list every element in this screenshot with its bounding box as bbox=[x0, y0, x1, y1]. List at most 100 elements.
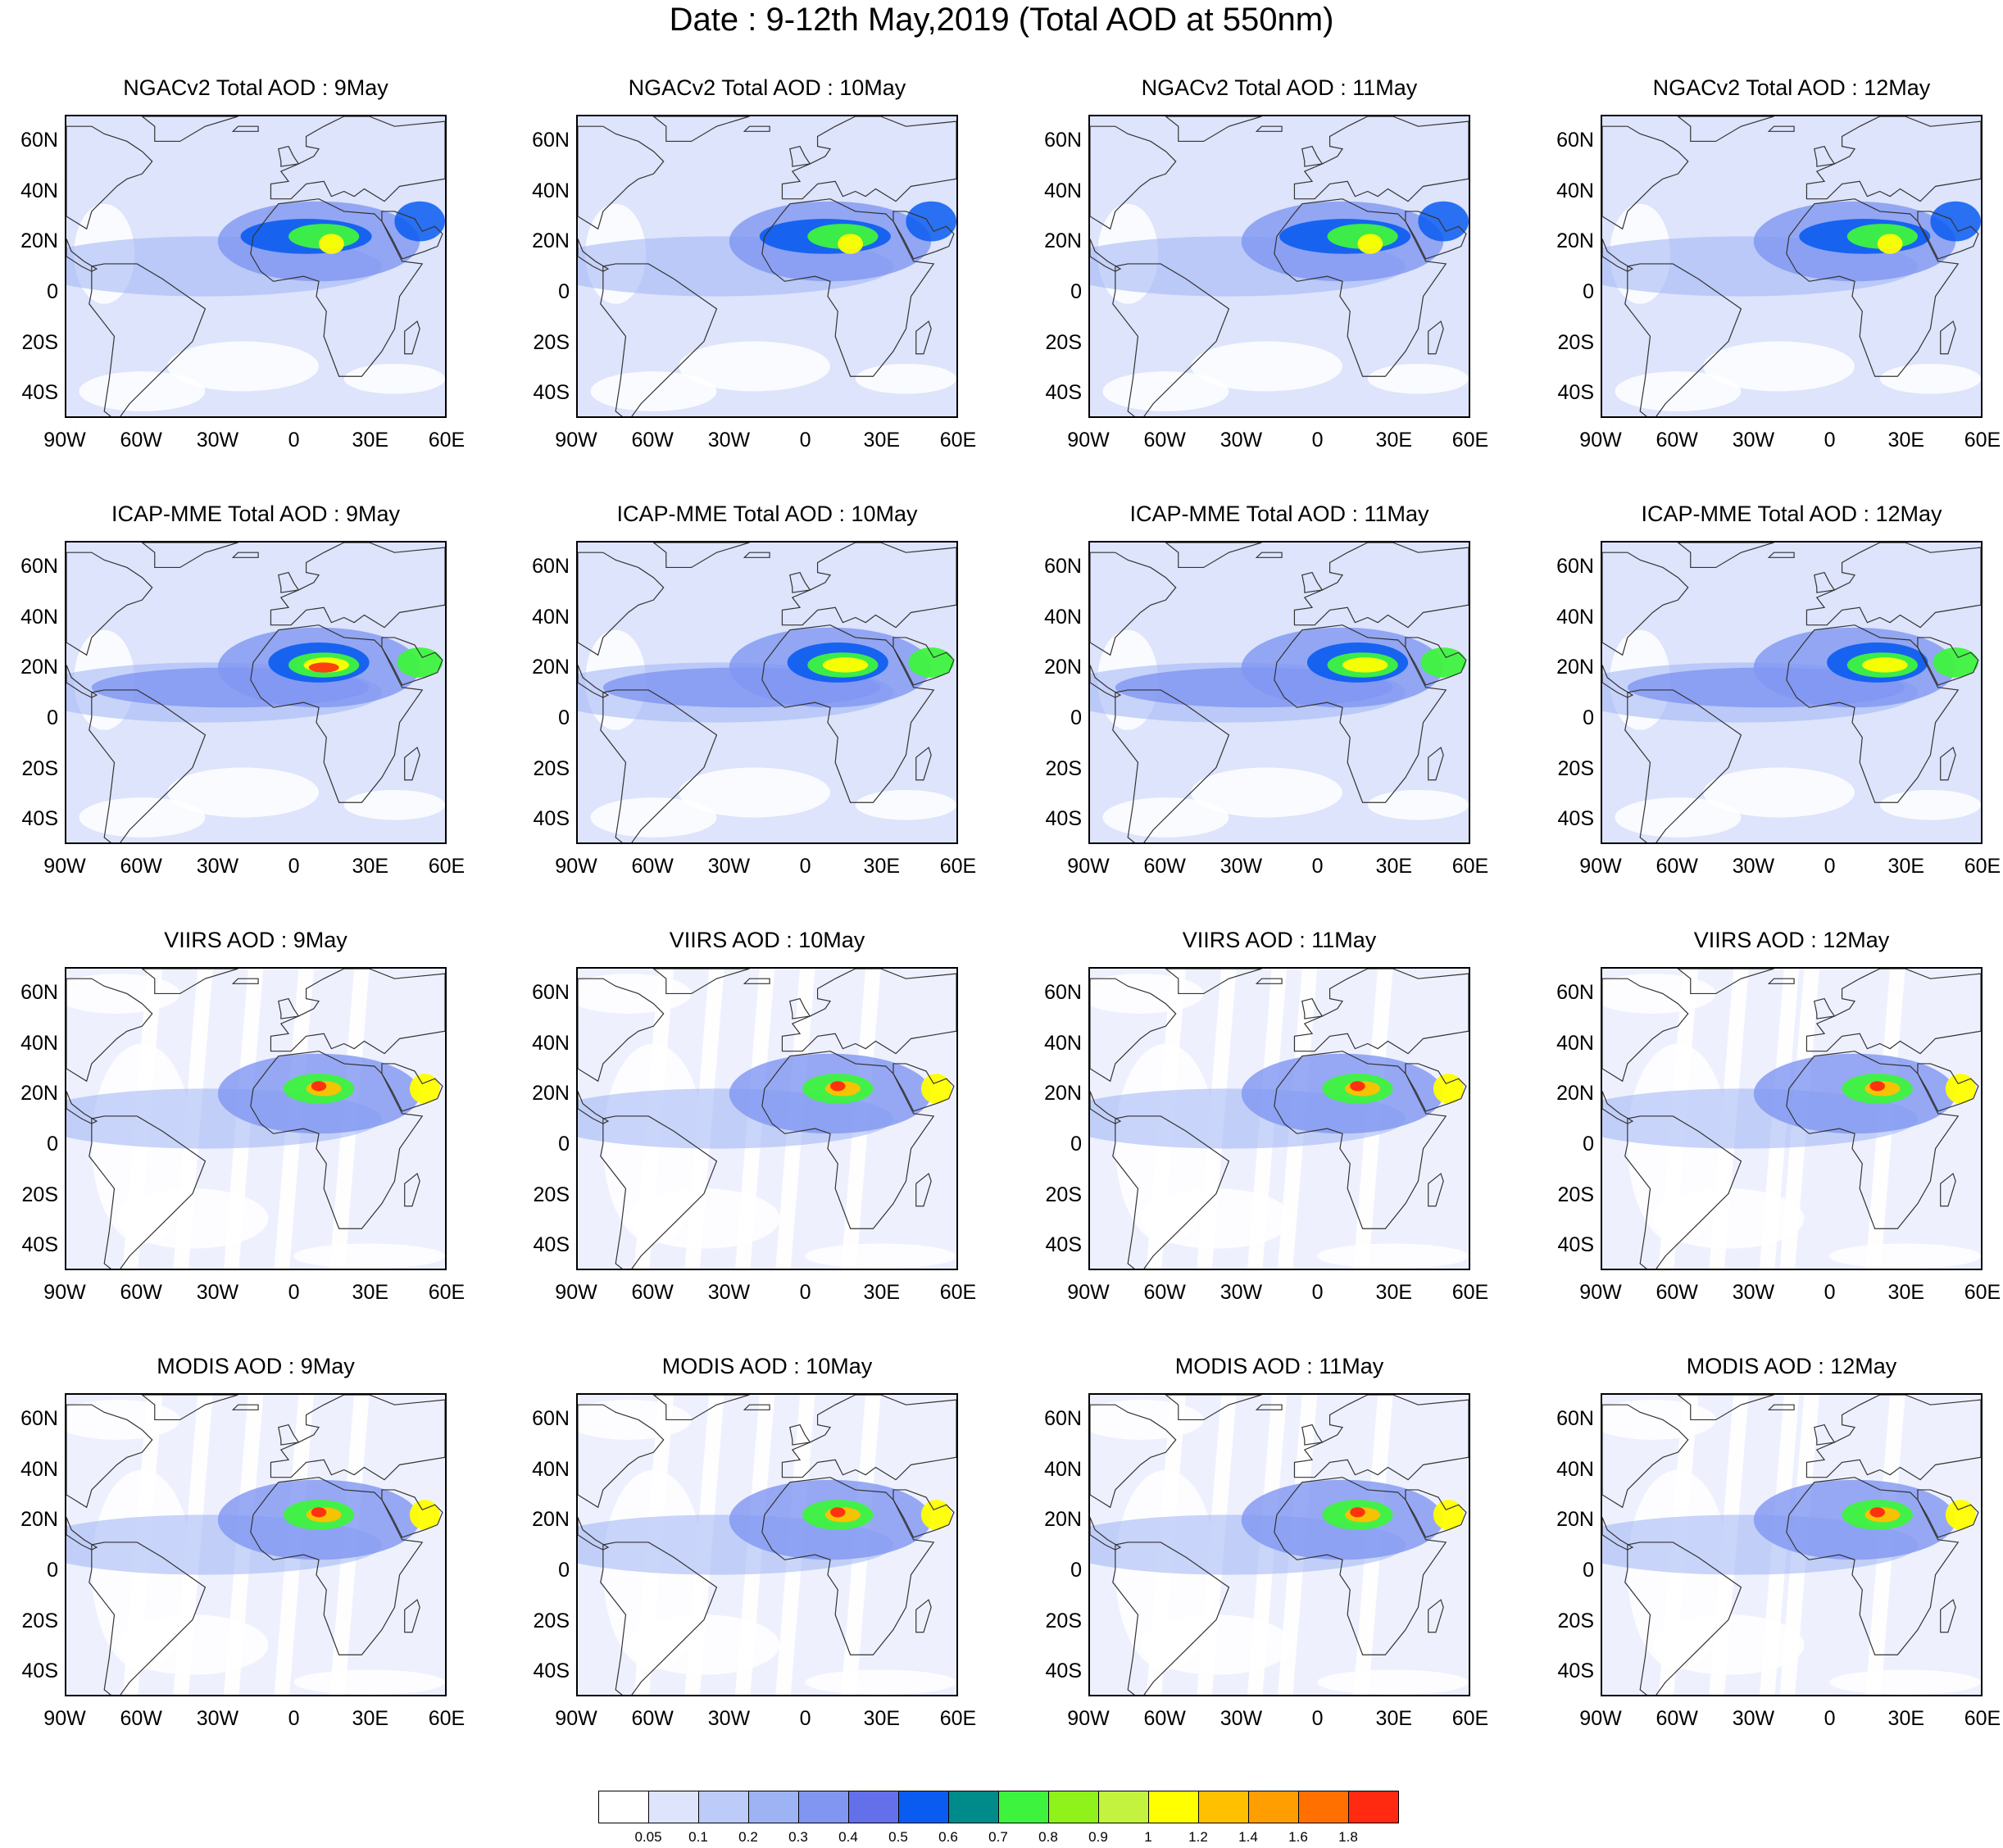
lat-tick-label: 40N bbox=[20, 179, 58, 202]
lat-tick-label: 40S bbox=[1045, 807, 1082, 831]
coastline-madagascar bbox=[1428, 747, 1444, 781]
lon-tick-label: 60W bbox=[1143, 429, 1186, 452]
aod-clean-patch bbox=[1317, 1243, 1469, 1269]
lon-tick-label: 90W bbox=[1579, 1707, 1622, 1730]
coastline-iceland bbox=[1767, 125, 1795, 132]
lon-tick-label: 0 bbox=[1824, 429, 1836, 452]
lat-tick-label: 40N bbox=[20, 1031, 58, 1055]
colorbar-tick-label: 0.3 bbox=[788, 1829, 808, 1845]
lon-tick-label: 90W bbox=[43, 855, 86, 878]
coastline-greenland bbox=[141, 969, 238, 995]
coastline-iceland bbox=[1255, 552, 1283, 558]
lat-tick-label: 20N bbox=[1556, 1082, 1594, 1106]
coastline-centralAmerica bbox=[1602, 1091, 1634, 1124]
lat-tick-label: 20N bbox=[20, 1508, 58, 1532]
lat-tick-label: 60N bbox=[20, 554, 58, 578]
lon-tick-label: 60E bbox=[1964, 1281, 2001, 1304]
lon-tick-label: 30W bbox=[707, 855, 751, 878]
main-title: Date : 9-12th May,2019 (Total AOD at 550… bbox=[669, 2, 1334, 38]
aod-clean-patch bbox=[855, 789, 956, 820]
lat-tick-label: 20S bbox=[1045, 756, 1082, 780]
panel-title: MODIS AOD : 10May bbox=[661, 1354, 873, 1378]
coastline-africa bbox=[1274, 1051, 1447, 1229]
lat-tick-label: 0 bbox=[47, 1132, 58, 1156]
coastline-northAmerica bbox=[578, 978, 665, 1083]
lat-tick-label: 20N bbox=[1044, 1508, 1082, 1532]
lat-tick-label: 20N bbox=[20, 1082, 58, 1106]
colorbar-box bbox=[1198, 1791, 1249, 1823]
panel-title: ICAP-MME Total AOD : 11May bbox=[1129, 502, 1429, 526]
lon-tick-label: 0 bbox=[1311, 1707, 1324, 1730]
coastline-iceland bbox=[1255, 125, 1283, 132]
panel-title: ICAP-MME Total AOD : 12May bbox=[1641, 502, 1942, 526]
coastline-greenland bbox=[141, 1395, 238, 1421]
lon-tick-label: 90W bbox=[555, 855, 597, 878]
coastline-centralAmerica bbox=[66, 665, 98, 698]
lon-tick-label: 0 bbox=[799, 429, 811, 452]
colorbar-box bbox=[1048, 1791, 1099, 1823]
lon-tick-label: 30W bbox=[196, 429, 239, 452]
lon-tick-label: 0 bbox=[1824, 1707, 1836, 1730]
lon-tick-label: 90W bbox=[43, 429, 86, 452]
lat-tick-label: 20N bbox=[20, 229, 58, 253]
coastline-arabia bbox=[1917, 1063, 1979, 1112]
coastline-britain bbox=[278, 145, 300, 167]
lon-tick-label: 30W bbox=[1220, 1707, 1263, 1730]
panel-title: NGACv2 Total AOD : 11May bbox=[1141, 75, 1418, 100]
lat-tick-label: 20N bbox=[1556, 1508, 1594, 1532]
lon-tick-label: 90W bbox=[1067, 429, 1110, 452]
lon-tick-label: 0 bbox=[288, 1281, 300, 1304]
aod-plume bbox=[319, 234, 344, 254]
aod-plume bbox=[1627, 667, 1905, 708]
lon-tick-label: 60W bbox=[631, 1707, 674, 1730]
coastline-centralAmerica bbox=[1602, 238, 1634, 272]
aod-plume bbox=[1350, 1081, 1365, 1092]
lat-tick-label: 40N bbox=[1556, 605, 1594, 629]
lat-tick-label: 40N bbox=[1556, 179, 1594, 202]
lon-tick-label: 30E bbox=[1375, 855, 1413, 878]
coastline-iceland bbox=[1255, 978, 1283, 984]
coastline-britain bbox=[1814, 145, 1836, 167]
coastline-iceland bbox=[1767, 552, 1795, 558]
lat-tick-label: 40S bbox=[21, 381, 58, 405]
coastline-southAmerica bbox=[1112, 689, 1230, 842]
aod-plume bbox=[394, 201, 445, 242]
coastline-madagascar bbox=[1428, 320, 1444, 355]
lon-tick-label: 90W bbox=[43, 1281, 86, 1304]
coastline-southAmerica bbox=[89, 263, 207, 416]
aod-clean-patch bbox=[167, 767, 319, 818]
coastline-centralAmerica bbox=[578, 665, 610, 698]
lat-tick-label: 20S bbox=[21, 1183, 58, 1206]
lon-tick-label: 90W bbox=[555, 1281, 597, 1304]
colorbar-tick-label: 0.6 bbox=[938, 1829, 958, 1845]
lat-tick-label: 20N bbox=[1044, 229, 1082, 253]
colorbar-tick-label: 0.5 bbox=[888, 1829, 908, 1845]
lon-tick-label: 0 bbox=[1824, 1281, 1836, 1304]
colorbar-tick-label: 0.9 bbox=[1088, 1829, 1108, 1845]
coastline-britain bbox=[1301, 571, 1324, 593]
coastline-britain bbox=[1814, 571, 1836, 593]
lon-tick-label: 60E bbox=[1964, 1707, 2001, 1730]
lat-tick-label: 0 bbox=[1583, 1132, 1594, 1156]
coastline-africa bbox=[1786, 1477, 1960, 1655]
aod-clean-patch bbox=[679, 767, 830, 818]
colorbar-tick-label: 1 bbox=[1144, 1829, 1152, 1845]
aod-clean-patch bbox=[293, 1243, 445, 1269]
lat-tick-label: 40S bbox=[21, 1233, 58, 1257]
lat-tick-label: 0 bbox=[1070, 706, 1082, 729]
lat-tick-label: 40S bbox=[533, 1660, 570, 1683]
lon-tick-label: 60E bbox=[428, 1281, 466, 1304]
lon-tick-label: 0 bbox=[1824, 855, 1836, 878]
map-panel bbox=[1601, 541, 1983, 844]
coastline-africa bbox=[1274, 624, 1447, 803]
coastline-northAmerica bbox=[1602, 125, 1689, 230]
coastline-southAmerica bbox=[600, 1115, 718, 1269]
coastline-greenland bbox=[1677, 116, 1774, 143]
lon-tick-label: 60E bbox=[1451, 1707, 1489, 1730]
coastline-southAmerica bbox=[1624, 1115, 1742, 1269]
lon-tick-label: 60E bbox=[939, 855, 977, 878]
lat-tick-label: 40N bbox=[1044, 1457, 1082, 1481]
lat-tick-label: 60N bbox=[20, 980, 58, 1004]
colorbar-box bbox=[748, 1791, 799, 1823]
coastline-africa bbox=[250, 1477, 424, 1655]
